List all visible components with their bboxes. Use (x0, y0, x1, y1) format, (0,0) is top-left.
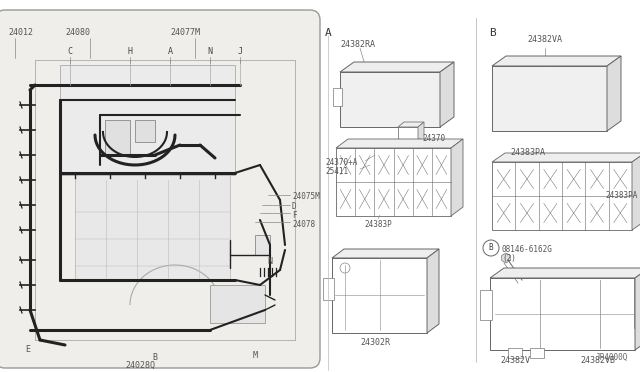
Bar (427, 282, 435, 298)
Text: 08146-6162G: 08146-6162G (502, 245, 553, 254)
Text: 24383PA: 24383PA (605, 190, 638, 199)
Polygon shape (336, 139, 463, 148)
Bar (492, 66, 607, 131)
Polygon shape (635, 268, 640, 350)
Bar (607, 86, 614, 100)
Text: N: N (207, 48, 212, 57)
Text: 24028Q: 24028Q (125, 360, 155, 369)
Bar (398, 127, 418, 149)
Text: A: A (324, 28, 332, 38)
Polygon shape (492, 153, 640, 162)
Bar (105, 120, 130, 155)
Bar (255, 235, 270, 255)
Text: 24370: 24370 (422, 134, 445, 143)
Polygon shape (332, 249, 439, 258)
Bar (336, 148, 451, 216)
Text: J: J (237, 48, 243, 57)
Text: 24012: 24012 (8, 28, 33, 37)
Text: (2): (2) (502, 254, 516, 263)
Text: 24078: 24078 (292, 220, 315, 229)
Text: F: F (292, 211, 296, 220)
Bar (333, 88, 342, 106)
Text: 24382VB: 24382VB (580, 356, 616, 365)
Text: D: D (292, 202, 296, 211)
Text: E: E (26, 346, 31, 355)
Bar (340, 72, 440, 127)
Text: 25411: 25411 (325, 167, 348, 176)
Text: 24075M: 24075M (292, 192, 320, 201)
Text: B: B (488, 28, 495, 38)
Polygon shape (440, 62, 454, 127)
Polygon shape (632, 153, 640, 230)
Polygon shape (607, 56, 621, 131)
FancyBboxPatch shape (0, 10, 320, 368)
Polygon shape (418, 122, 424, 149)
Bar (75, 175, 230, 280)
Bar (480, 290, 492, 320)
Text: 24077M: 24077M (170, 28, 200, 37)
Polygon shape (427, 249, 439, 333)
Text: M: M (253, 350, 257, 359)
Text: H: H (127, 48, 132, 57)
Polygon shape (398, 122, 424, 127)
Polygon shape (340, 62, 454, 72)
Text: B: B (152, 353, 157, 362)
Bar (508, 348, 522, 358)
Bar (332, 258, 427, 333)
Polygon shape (492, 56, 621, 66)
Bar (135, 120, 155, 142)
Bar (210, 285, 265, 323)
Bar (440, 88, 445, 100)
Polygon shape (451, 139, 463, 216)
Bar (323, 278, 334, 300)
Text: 24382RA: 24382RA (340, 40, 375, 49)
Bar (490, 278, 635, 350)
Bar (492, 162, 632, 230)
Text: A: A (168, 48, 173, 57)
Bar (634, 278, 640, 328)
Polygon shape (490, 268, 640, 278)
Text: 24080: 24080 (65, 28, 90, 37)
Text: 24382V: 24382V (500, 356, 530, 365)
Bar (530, 348, 544, 358)
Text: B: B (489, 244, 493, 253)
Text: 24370+A: 24370+A (325, 158, 357, 167)
Text: N: N (268, 257, 273, 266)
Bar (60, 65, 235, 175)
Text: C: C (67, 48, 72, 57)
Text: 24383PA: 24383PA (510, 148, 545, 157)
Text: 24383P: 24383P (364, 220, 392, 229)
Text: 24302R: 24302R (360, 338, 390, 347)
Text: 24382VA: 24382VA (527, 35, 563, 44)
Text: JP4000Q: JP4000Q (596, 353, 628, 362)
